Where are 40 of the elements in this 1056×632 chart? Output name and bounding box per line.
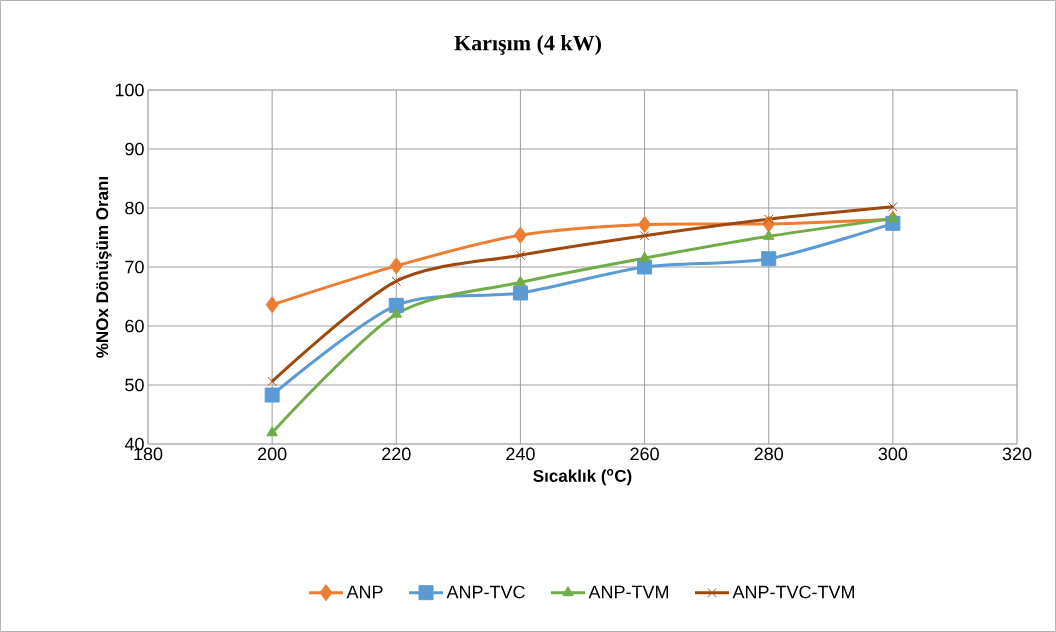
x-tick-label: 260 (630, 447, 659, 461)
point (266, 426, 278, 437)
x-tick-label: 220 (382, 447, 411, 461)
y-axis-title: %NOx Dönüşüm Oranı (96, 177, 112, 358)
point (514, 275, 527, 286)
point (888, 202, 898, 212)
point (763, 214, 774, 224)
y-tick-label: 50 (125, 378, 144, 392)
point (638, 251, 651, 262)
point (515, 250, 526, 260)
x-tick-label: 280 (754, 447, 784, 461)
point (513, 226, 527, 244)
x-axis-title: Sıcaklık ($^{o}$C) (533, 469, 632, 486)
y-tick-label: 100 (115, 83, 144, 97)
point (639, 230, 650, 241)
legend-label: ANP (346, 585, 383, 599)
y-tick-label: 70 (125, 260, 144, 274)
point (391, 276, 402, 286)
legend-label: ANP-TVC-TVM (732, 585, 855, 599)
x-tick-label: 240 (506, 447, 535, 461)
point (638, 216, 652, 234)
point (264, 387, 280, 403)
point (887, 212, 899, 223)
chart-title: Karışım (4 kW) (454, 35, 601, 55)
point (390, 307, 402, 318)
y-tick-label: 60 (125, 319, 144, 333)
x-tick-label: 300 (878, 447, 908, 461)
point (388, 297, 404, 313)
legend-label: ANP-TVC (446, 585, 525, 599)
point (512, 285, 528, 301)
point (265, 296, 279, 314)
point (267, 376, 277, 387)
x-tick-label: 200 (258, 447, 287, 461)
x-tick-label: 320 (1002, 447, 1032, 461)
point (761, 251, 777, 267)
y-tick-label: 80 (125, 201, 144, 215)
legend-label: ANP-TVM (588, 585, 669, 599)
y-tick-label: 90 (125, 142, 144, 156)
point (389, 257, 403, 275)
point (763, 229, 775, 240)
